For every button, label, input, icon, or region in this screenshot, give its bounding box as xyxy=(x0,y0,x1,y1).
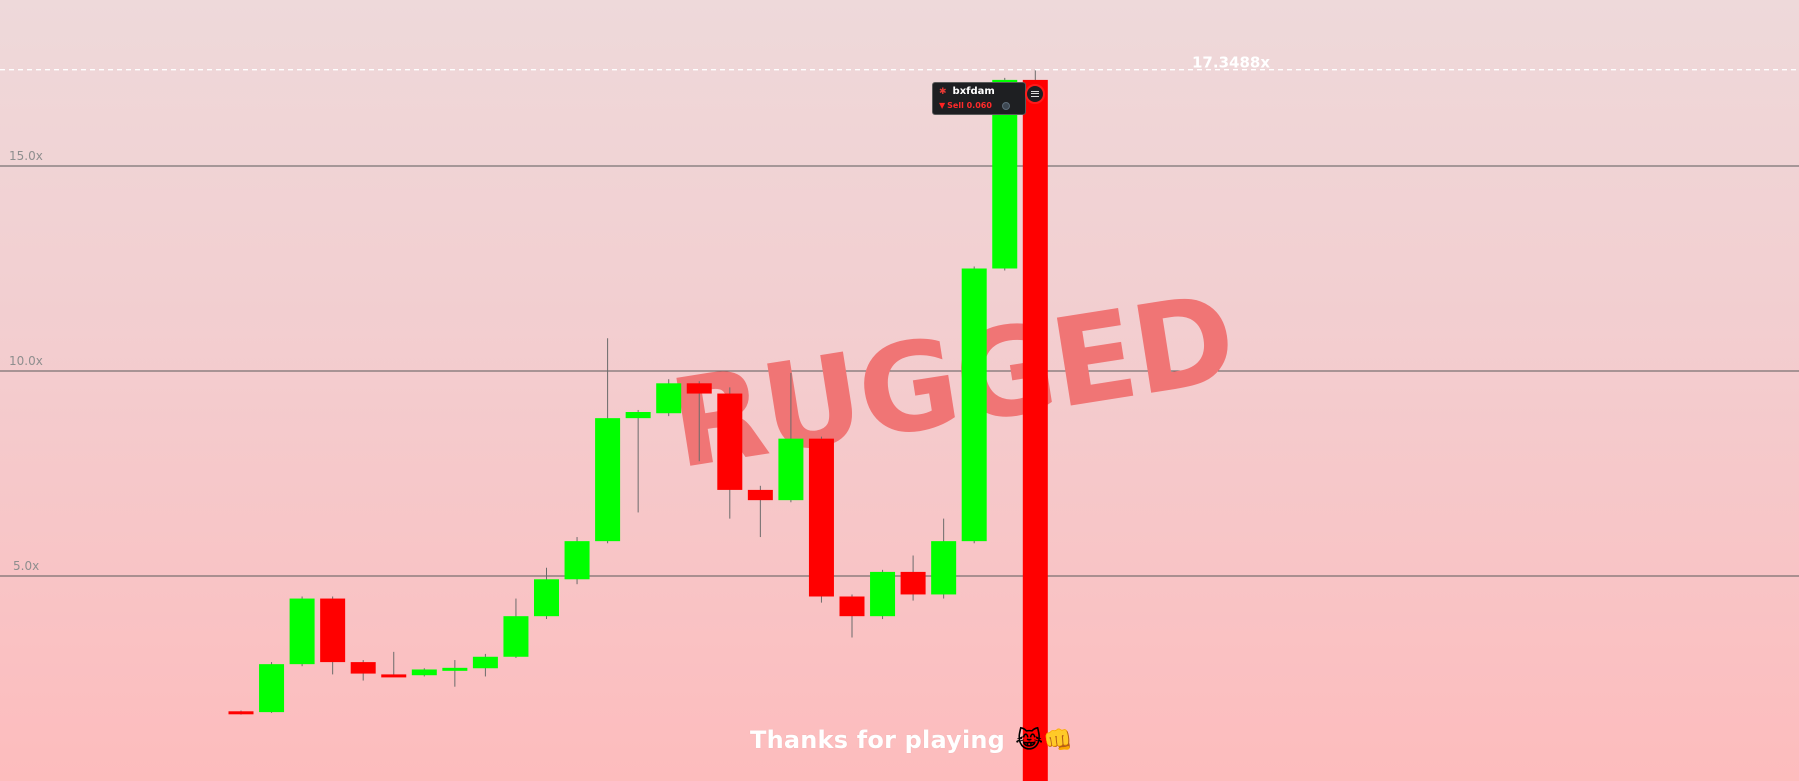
candle-body-up xyxy=(289,598,315,665)
candle-body-down xyxy=(900,571,926,595)
candle xyxy=(472,653,498,677)
candle xyxy=(381,651,407,678)
candle xyxy=(747,485,773,538)
candle xyxy=(778,373,804,503)
rugged-watermark-layer: RUGGED xyxy=(662,267,1243,496)
peak-layer: 17.3488x xyxy=(0,54,1799,72)
beast-icon: ✱ xyxy=(939,86,947,97)
candle-body-down xyxy=(839,596,865,617)
footer-message: Thanks for playing 😹👊 xyxy=(750,722,1073,758)
down-arrow-icon: ▼ xyxy=(939,101,946,110)
candle-body-up xyxy=(961,268,987,542)
candle-body-down xyxy=(717,393,743,490)
candle-body-up xyxy=(625,412,651,419)
candle-body-up xyxy=(564,541,590,580)
menu-icon xyxy=(1031,91,1039,97)
candle-body-up xyxy=(931,541,957,595)
candle-body-up xyxy=(442,667,468,671)
candle xyxy=(411,668,437,677)
y-tick-label: 15.0x xyxy=(9,149,43,163)
candle-body-down xyxy=(1022,79,1048,781)
trade-tooltip: ✱ bxfdam ▼ Sell 0.060 xyxy=(932,82,1026,115)
candle-body-down xyxy=(320,598,346,663)
candle xyxy=(625,409,651,513)
candle-body-up xyxy=(472,656,498,669)
trade-username: bxfdam xyxy=(952,86,995,97)
candle xyxy=(442,660,468,687)
candle-body-up xyxy=(656,383,682,414)
grid-layer: 5.0x 10.0x 15.0x xyxy=(0,149,1799,577)
thanks-message: Thanks for playing xyxy=(750,726,1006,754)
candle xyxy=(686,381,712,462)
candle xyxy=(900,555,926,601)
candle-body-down xyxy=(381,674,407,678)
candle-body-down xyxy=(686,383,712,394)
token-icon xyxy=(1002,102,1010,110)
y-tick-label: 10.0x xyxy=(9,354,43,368)
candle xyxy=(839,594,865,638)
candle-body-down xyxy=(228,711,254,715)
rugged-watermark: RUGGED xyxy=(662,267,1243,496)
candle xyxy=(717,387,743,519)
candle-body-up xyxy=(503,616,529,657)
candle xyxy=(961,266,987,544)
emoji-icon: 😹👊 xyxy=(1015,726,1073,754)
candle-body-down xyxy=(808,438,834,597)
candle xyxy=(870,569,896,620)
candle xyxy=(228,710,254,715)
candle xyxy=(289,596,315,667)
candle xyxy=(503,598,529,658)
candle xyxy=(534,567,559,620)
candle-body-up xyxy=(778,438,804,501)
candle-body-up xyxy=(870,571,896,617)
candle xyxy=(808,436,834,603)
candle xyxy=(1022,69,1048,781)
y-tick-label: 5.0x xyxy=(13,559,39,573)
candle-body-down xyxy=(350,662,376,674)
candle-body-up xyxy=(534,579,559,617)
candle xyxy=(656,379,682,417)
candle xyxy=(350,660,376,681)
candle-body-up xyxy=(411,669,437,676)
trade-marker[interactable] xyxy=(1025,84,1045,104)
candle xyxy=(595,338,621,544)
candle xyxy=(320,596,346,675)
trade-action: Sell 0.060 xyxy=(947,101,992,110)
candle-body-up xyxy=(259,664,285,713)
candle-body-up xyxy=(595,418,621,542)
candle xyxy=(564,537,590,585)
peak-multiplier-label: 17.3488x xyxy=(1192,54,1270,72)
candle xyxy=(259,662,285,713)
candle xyxy=(931,518,957,599)
candle-body-down xyxy=(747,489,773,501)
